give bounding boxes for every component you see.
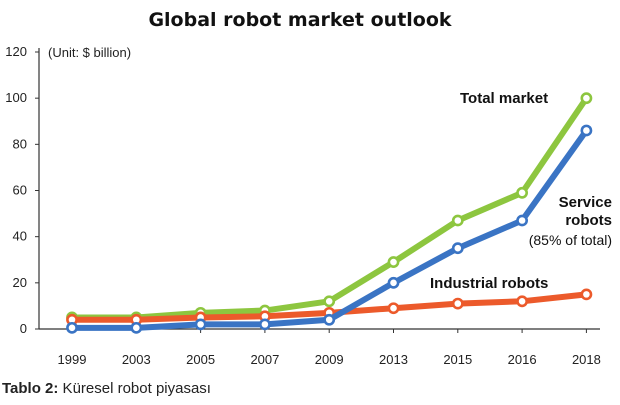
service-robots-label-line1: Service: [559, 194, 612, 211]
data-point-total-market: [580, 92, 593, 105]
x-tick-label: 2018: [572, 352, 601, 367]
y-tick-label: 60: [13, 183, 27, 198]
data-point-service-robots: [451, 242, 464, 255]
data-point-service-robots: [387, 276, 400, 289]
x-tick-label: 2003: [122, 352, 151, 367]
data-point-service-robots: [323, 313, 336, 326]
x-tick-label: 2015: [443, 352, 472, 367]
data-point-total-market: [516, 186, 528, 199]
y-tick-label: 80: [13, 136, 27, 151]
data-point-service-robots: [66, 321, 78, 334]
y-tick-label: 20: [13, 275, 27, 290]
x-tick-label: 2013: [379, 352, 408, 367]
caption-prefix: Tablo 2:: [2, 380, 59, 397]
data-point-industrial-robots: [516, 295, 528, 308]
service-robots-note: (85% of total): [529, 232, 612, 248]
x-tick-label: 2016: [508, 352, 537, 367]
x-tick-label: 2007: [250, 352, 279, 367]
data-point-total-market: [387, 256, 400, 268]
data-point-industrial-robots: [451, 297, 464, 310]
data-point-industrial-robots: [387, 302, 400, 315]
y-tick-label: 0: [20, 321, 27, 336]
chart-title: Global robot market outlook: [148, 9, 451, 31]
total-market-label: Total market: [460, 90, 548, 107]
y-tick-label: 120: [5, 44, 27, 59]
caption-text: Küresel robot piyasası: [58, 380, 211, 397]
figure-caption: Tablo 2: Küresel robot piyasası: [2, 380, 211, 397]
data-point-service-robots: [516, 214, 528, 227]
data-point-service-robots: [258, 318, 271, 331]
y-tick-label: 100: [5, 90, 27, 105]
industrial-robots-label: Industrial robots: [430, 275, 548, 292]
y-ticks: 0 20 40 60 80 100 120: [5, 44, 39, 336]
data-point-total-market: [323, 295, 336, 308]
y-tick-label: 40: [13, 229, 27, 244]
x-tick-label: 2009: [315, 352, 344, 367]
data-point-industrial-robots: [580, 288, 593, 301]
robot-market-chart: Global robot market outlook (Unit: $ bil…: [5, 9, 612, 367]
data-point-service-robots: [130, 321, 143, 334]
data-point-service-robots: [580, 124, 593, 137]
x-tick-label: 1999: [58, 352, 87, 367]
data-point-total-market: [451, 214, 464, 227]
series-lines: [66, 92, 593, 334]
x-ticks: 1999 2003 2005 2007 2009 2013 2015 2016 2018: [58, 329, 601, 367]
data-point-service-robots: [194, 318, 207, 331]
x-tick-label: 2005: [186, 352, 215, 367]
service-robots-label-line2: robots: [565, 212, 612, 229]
unit-label: (Unit: $ billion): [48, 45, 131, 60]
